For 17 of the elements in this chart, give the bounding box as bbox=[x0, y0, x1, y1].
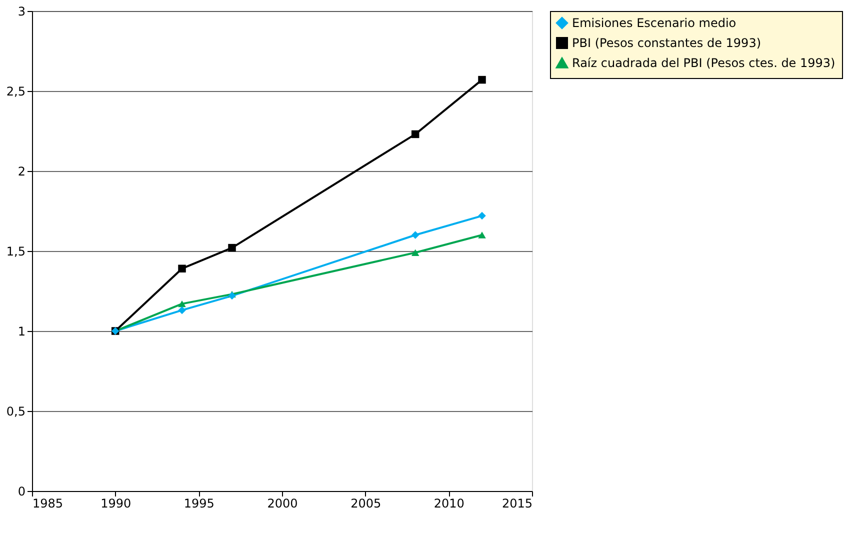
x-tick-label: 1995 bbox=[184, 496, 214, 510]
y-tick-label: 0,5 bbox=[6, 404, 26, 418]
y-tick-label: 0 bbox=[18, 484, 26, 498]
x-tick-label: 2015 bbox=[502, 496, 532, 510]
y-tick-label: 1,5 bbox=[6, 244, 26, 258]
y-tick-label: 3 bbox=[18, 4, 26, 18]
legend-label: Emisiones Escenario medio bbox=[572, 16, 736, 30]
x-tick-label: 1990 bbox=[100, 496, 132, 510]
y-tick-label: 2 bbox=[18, 164, 26, 178]
x-tick-label: 1985 bbox=[32, 496, 64, 510]
legend-label: PBI (Pesos constantes de 1993) bbox=[572, 36, 762, 50]
legend-label: Raíz cuadrada del PBI (Pesos ctes. de 1993) bbox=[572, 56, 836, 70]
x-tick-label: 2010 bbox=[434, 496, 464, 510]
x-tick-label: 2005 bbox=[350, 496, 382, 510]
x-tick-label: 2000 bbox=[267, 496, 298, 510]
y-tick-label: 1 bbox=[18, 324, 26, 338]
y-tick-label: 2,5 bbox=[6, 84, 26, 98]
